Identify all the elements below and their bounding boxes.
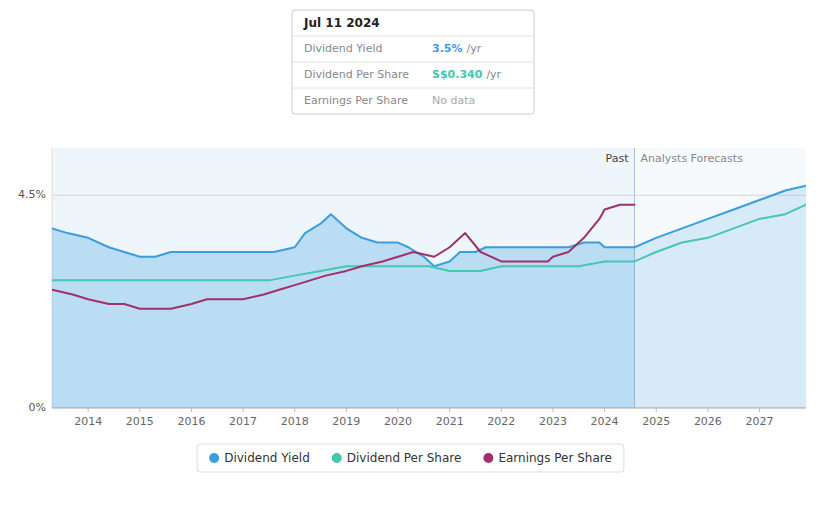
legend-marker — [483, 453, 493, 463]
past-region — [52, 148, 635, 408]
x-tick — [346, 408, 347, 412]
annotation: Past — [606, 152, 630, 165]
tooltip-label: Dividend Yield — [304, 42, 382, 55]
area — [52, 214, 635, 408]
y-tick-label: 4.5% — [18, 188, 46, 201]
x-tick — [398, 408, 399, 412]
x-tick — [191, 408, 192, 412]
x-tick — [243, 408, 244, 412]
x-tick-label: 2025 — [642, 415, 670, 428]
forecast-line — [635, 186, 806, 247]
line — [52, 205, 635, 309]
grid-line — [52, 195, 806, 196]
x-tick-label: 2022 — [487, 415, 515, 428]
tooltip-value: S$0.340 — [432, 68, 483, 81]
x-tick-label: 2023 — [539, 415, 567, 428]
legend-label: Dividend Per Share — [347, 451, 462, 465]
tooltip-separator — [292, 88, 534, 89]
tooltip-title: Jul 11 2024 — [303, 16, 380, 30]
tooltip-separator — [292, 36, 534, 37]
legend-marker — [332, 453, 342, 463]
tooltip-value: 3.5% — [432, 42, 463, 55]
tooltip-unit: /yr — [486, 68, 501, 81]
tooltip-separator — [292, 62, 534, 63]
x-tick — [139, 408, 140, 412]
legend-box — [197, 444, 624, 472]
marks — [52, 148, 806, 408]
x-tick — [759, 408, 760, 412]
line — [52, 214, 635, 266]
forecast-region — [635, 148, 806, 408]
x-tick-label: 2019 — [332, 415, 360, 428]
tooltip-box — [292, 10, 534, 114]
legend-label: Earnings Per Share — [498, 451, 611, 465]
legend-marker — [209, 453, 219, 463]
x-tick-label: 2024 — [591, 415, 619, 428]
x-tick-label: 2017 — [229, 415, 257, 428]
x-tick — [294, 408, 295, 412]
x-tick-label: 2014 — [74, 415, 102, 428]
x-tick — [604, 408, 605, 412]
x-tick-label: 2015 — [126, 415, 154, 428]
tooltip-label: Earnings Per Share — [304, 94, 408, 107]
x-tick — [501, 408, 502, 412]
x-tick-label: 2016 — [177, 415, 205, 428]
x-tick-label: 2026 — [694, 415, 722, 428]
forecast-line — [635, 205, 806, 262]
tooltip-value: No data — [432, 94, 475, 107]
tooltip-unit: /yr — [467, 42, 482, 55]
tooltip-label: Dividend Per Share — [304, 68, 409, 81]
y-tick-label: 0% — [29, 401, 46, 414]
x-tick-label: 2027 — [746, 415, 774, 428]
x-tick-label: 2020 — [384, 415, 412, 428]
tooltip: Jul 11 2024 Dividend Yield 3.5% /yr Dividend… — [292, 10, 534, 114]
x-tick — [707, 408, 708, 412]
x-tick — [88, 408, 89, 412]
chart: 0% 4.5% 2014 2015 2016 2017 2018 2019 2020 2021 20… — [0, 0, 821, 508]
x-tick-label: 2021 — [436, 415, 464, 428]
legend: Dividend Yield Dividend Per Share Earnings… — [197, 444, 624, 472]
annotation: Analysts Forecasts — [641, 152, 744, 165]
x-tick — [552, 408, 553, 412]
x-tick — [656, 408, 657, 412]
x-tick — [449, 408, 450, 412]
legend-label: Dividend Yield — [224, 451, 310, 465]
x-tick-label: 2018 — [281, 415, 309, 428]
forecast-area — [635, 186, 806, 408]
